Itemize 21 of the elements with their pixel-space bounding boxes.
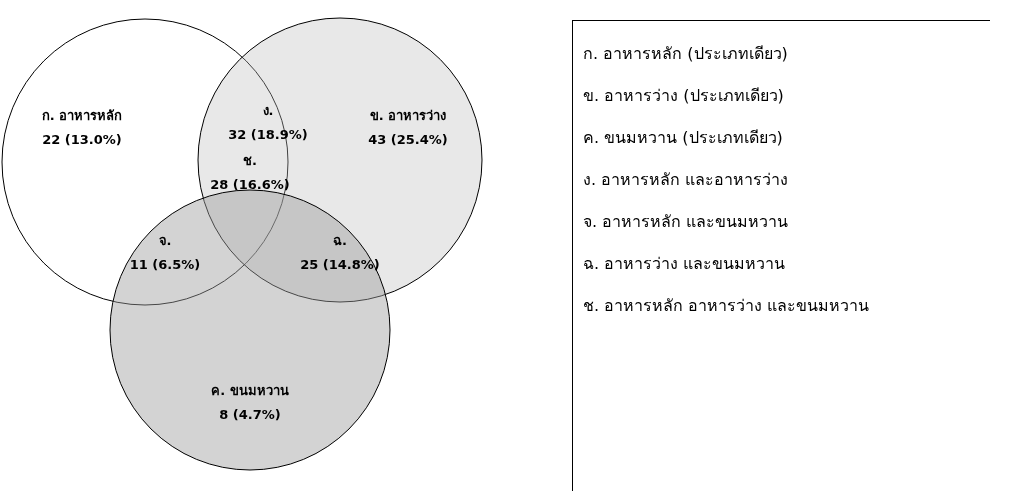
data-label: 8 (4.7%)	[219, 407, 281, 422]
category-label: ช.	[243, 153, 257, 168]
data-label: 32 (18.9%)	[228, 127, 308, 142]
category-label: จ.	[158, 233, 172, 248]
text: จ. อาหารหลัก และขนมหวาน	[583, 211, 790, 233]
category-label: ก. อาหารหลัก	[41, 108, 123, 123]
text: ก. อาหารหลัก (ประเภทเดียว)	[583, 43, 789, 65]
data-label: 25 (14.8%)	[300, 257, 380, 272]
data-label: 43 (25.4%)	[368, 132, 448, 147]
text: ฉ. อาหารว่าง และขนมหวาน	[583, 253, 787, 275]
category-label: ค. ขนมหวาน	[211, 383, 289, 398]
text: ค. ขนมหวาน (ประเภทเดียว)	[583, 127, 784, 149]
text: ช. อาหารหลัก อาหารว่าง และขนมหวาน	[583, 295, 871, 317]
category-label: ง.	[262, 103, 274, 118]
data-label: 22 (13.0%)	[42, 132, 122, 147]
data-label: 11 (6.5%)	[129, 257, 201, 272]
text: ข. อาหารว่าง (ประเภทเดียว)	[583, 85, 785, 107]
text: ง. อาหารหลัก และอาหารว่าง	[583, 169, 790, 191]
category-label: ข. อาหารว่าง	[369, 108, 447, 123]
category-label: ฉ.	[333, 233, 347, 248]
data-label: 28 (16.6%)	[210, 177, 290, 192]
